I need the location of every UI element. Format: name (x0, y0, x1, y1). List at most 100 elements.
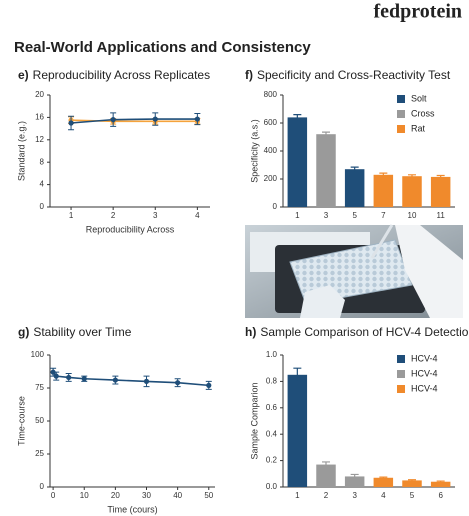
legend-label: Rat (411, 123, 426, 133)
x-tick-label: 3 (352, 491, 357, 500)
legend-swatch (397, 355, 405, 363)
chart-title: Specificity and Cross-Reactivity Test (257, 68, 451, 82)
legend-swatch (397, 385, 405, 393)
x-tick-label: 20 (111, 491, 120, 500)
bar (344, 169, 365, 207)
y-tick-label: 4 (40, 180, 45, 189)
y-tick-label: 0.0 (266, 482, 278, 491)
y-tick-label: 0.2 (266, 456, 278, 465)
point (206, 382, 212, 388)
legend-label: Cross (411, 108, 435, 118)
legend-label: HCV-4 (411, 368, 438, 378)
line (70, 118, 198, 124)
error-bar (436, 480, 445, 483)
y-tick-label: 0 (273, 202, 278, 211)
y-tick-label: 0.8 (266, 377, 278, 386)
y-tick-label: 0 (40, 202, 45, 211)
error-bar (350, 473, 359, 479)
panel-label: g) (18, 325, 29, 339)
error-bar (408, 479, 416, 482)
panel-label: f) (245, 68, 253, 82)
bar (373, 477, 394, 487)
x-tick-label: 5 (410, 491, 415, 500)
bar (287, 374, 308, 487)
y-axis-label: Standard (e.g.) (16, 121, 26, 181)
x-tick-label: 2 (111, 211, 116, 220)
x-tick-label: 10 (408, 211, 417, 220)
x-tick-label: 5 (352, 211, 357, 220)
x-tick-label: 2 (324, 491, 329, 500)
y-axis-label: Sample Comparion (249, 382, 259, 459)
x-tick-label: 6 (438, 491, 443, 500)
x-tick-label: 30 (142, 491, 151, 500)
bar (316, 464, 336, 487)
y-tick-label: 100 (31, 350, 45, 359)
x-tick-label: 4 (381, 491, 386, 500)
y-tick-label: 20 (35, 90, 44, 99)
y-tick-label: 1.0 (266, 350, 278, 359)
y-tick-label: 0.6 (266, 403, 278, 412)
error-bar (350, 166, 359, 172)
y-tick-label: 0.4 (266, 429, 278, 438)
y-tick-label: 400 (264, 146, 278, 155)
point (175, 380, 181, 386)
legend-label: HCV-4 (411, 383, 438, 393)
error-bar (322, 461, 330, 468)
y-tick-label: 800 (264, 90, 278, 99)
x-tick-label: 3 (153, 211, 158, 220)
brand: fedprotein (373, 1, 462, 23)
error-bar (379, 172, 388, 177)
chart-title: Stability over Time (33, 325, 131, 339)
error-bar (293, 367, 302, 382)
error-bar (436, 174, 445, 179)
error-bar (408, 174, 416, 178)
y-axis-label: Specificity (a.s.) (249, 119, 259, 183)
chart-title: Reproducibility Across Replicates (33, 68, 210, 82)
legend-swatch (397, 95, 405, 103)
y-tick-label: 16 (35, 113, 44, 122)
panel-label: e) (18, 68, 29, 82)
bar (402, 480, 422, 487)
x-tick-label: 1 (69, 211, 74, 220)
point (143, 378, 150, 384)
panel-label: h) (245, 325, 256, 339)
x-tick-label: 11 (437, 211, 446, 220)
legend-swatch (397, 110, 405, 118)
y-tick-label: 0 (40, 482, 45, 491)
error-bar (379, 476, 388, 479)
bar (287, 117, 308, 207)
legend-label: HCV-4 (411, 353, 438, 363)
point (53, 373, 59, 379)
bar (402, 176, 422, 207)
point (68, 120, 74, 126)
legend-swatch (397, 125, 405, 133)
point (110, 117, 116, 123)
x-tick-label: 40 (173, 491, 182, 500)
line (52, 371, 209, 387)
point (112, 377, 118, 383)
x-tick-label: 7 (381, 211, 386, 220)
point (50, 369, 56, 375)
lab-photo (245, 224, 463, 318)
x-tick-label: 1 (295, 491, 300, 500)
bar (430, 176, 451, 207)
x-axis-label: Time (cours) (107, 504, 157, 514)
error-bar (322, 131, 330, 137)
x-tick-label: 3 (324, 211, 329, 220)
bar (316, 134, 336, 207)
legend-label: Solt (411, 93, 427, 103)
y-tick-label: 25 (35, 449, 44, 458)
bar (430, 481, 451, 487)
bar (344, 476, 365, 487)
x-tick-label: 0 (51, 491, 56, 500)
heading: Real-World Applications and Consistency (14, 39, 311, 56)
legend-swatch (397, 370, 405, 378)
y-axis-label: Time-course (16, 396, 26, 446)
bar (373, 174, 394, 207)
point (152, 116, 158, 122)
chart-title: Sample Comparison of HCV-4 Detection (260, 325, 469, 339)
x-tick-label: 10 (80, 491, 89, 500)
error-bar (293, 114, 302, 121)
y-tick-label: 75 (35, 383, 44, 392)
